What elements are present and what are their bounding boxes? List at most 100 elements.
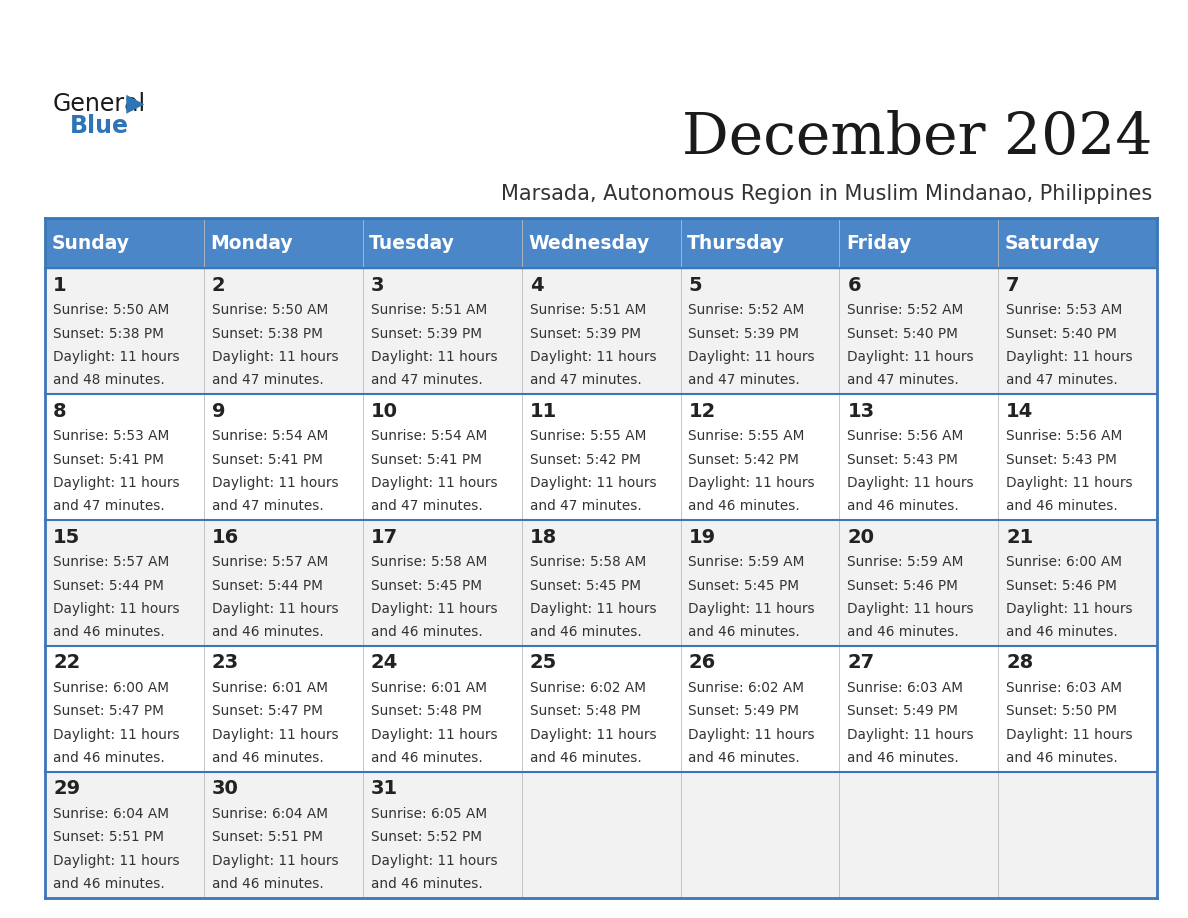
Bar [362, 218, 522, 268]
Text: Blue: Blue [70, 114, 129, 138]
Text: Sunrise: 5:52 AM: Sunrise: 5:52 AM [689, 303, 804, 318]
Text: 23: 23 [211, 654, 239, 673]
Text: Sunrise: 6:04 AM: Sunrise: 6:04 AM [53, 807, 169, 821]
Text: Sunset: 5:38 PM: Sunset: 5:38 PM [53, 327, 164, 341]
Text: Tuesday: Tuesday [369, 234, 455, 252]
Text: Sunset: 5:51 PM: Sunset: 5:51 PM [53, 831, 164, 845]
Text: 1: 1 [53, 275, 67, 295]
Text: Daylight: 11 hours: Daylight: 11 hours [689, 350, 815, 364]
Text: 19: 19 [689, 528, 715, 546]
Text: and 46 minutes.: and 46 minutes. [847, 625, 959, 639]
Text: and 47 minutes.: and 47 minutes. [211, 374, 323, 387]
Text: and 47 minutes.: and 47 minutes. [847, 374, 959, 387]
Text: and 46 minutes.: and 46 minutes. [53, 625, 165, 639]
Text: Sunset: 5:40 PM: Sunset: 5:40 PM [847, 327, 959, 341]
Text: Sunset: 5:43 PM: Sunset: 5:43 PM [847, 453, 959, 466]
Text: and 46 minutes.: and 46 minutes. [53, 751, 165, 765]
Bar [45, 772, 1157, 898]
Text: Daylight: 11 hours: Daylight: 11 hours [53, 602, 179, 616]
Text: Sunrise: 5:55 AM: Sunrise: 5:55 AM [689, 430, 805, 443]
Text: and 46 minutes.: and 46 minutes. [371, 625, 482, 639]
Text: and 46 minutes.: and 46 minutes. [530, 625, 642, 639]
Text: Sunrise: 5:57 AM: Sunrise: 5:57 AM [211, 555, 328, 569]
Bar [45, 268, 1157, 394]
Text: Daylight: 11 hours: Daylight: 11 hours [689, 602, 815, 616]
Text: Sunset: 5:48 PM: Sunset: 5:48 PM [530, 704, 640, 719]
Text: and 46 minutes.: and 46 minutes. [689, 751, 801, 765]
Text: 5: 5 [689, 275, 702, 295]
Text: Daylight: 11 hours: Daylight: 11 hours [53, 728, 179, 742]
Text: 31: 31 [371, 779, 398, 799]
Text: 28: 28 [1006, 654, 1034, 673]
Text: 24: 24 [371, 654, 398, 673]
Text: Sunset: 5:39 PM: Sunset: 5:39 PM [689, 327, 800, 341]
Text: Sunset: 5:41 PM: Sunset: 5:41 PM [211, 453, 323, 466]
Text: 2: 2 [211, 275, 226, 295]
Text: Sunset: 5:45 PM: Sunset: 5:45 PM [689, 578, 800, 592]
Text: 27: 27 [847, 654, 874, 673]
Text: 30: 30 [211, 779, 239, 799]
Text: and 46 minutes.: and 46 minutes. [689, 625, 801, 639]
Text: Sunset: 5:51 PM: Sunset: 5:51 PM [211, 831, 323, 845]
Text: and 47 minutes.: and 47 minutes. [371, 374, 482, 387]
Text: Daylight: 11 hours: Daylight: 11 hours [211, 350, 339, 364]
Bar [681, 218, 840, 268]
Text: Sunset: 5:46 PM: Sunset: 5:46 PM [1006, 578, 1117, 592]
Text: Sunset: 5:42 PM: Sunset: 5:42 PM [689, 453, 800, 466]
Text: Daylight: 11 hours: Daylight: 11 hours [689, 728, 815, 742]
Text: Sunrise: 5:58 AM: Sunrise: 5:58 AM [530, 555, 646, 569]
Text: Sunrise: 5:51 AM: Sunrise: 5:51 AM [371, 303, 487, 318]
Text: 26: 26 [689, 654, 715, 673]
Text: and 46 minutes.: and 46 minutes. [53, 877, 165, 891]
Text: Sunrise: 6:00 AM: Sunrise: 6:00 AM [1006, 555, 1123, 569]
Text: Sunset: 5:47 PM: Sunset: 5:47 PM [211, 704, 323, 719]
Text: 3: 3 [371, 275, 384, 295]
Text: General: General [52, 92, 145, 116]
Text: Sunrise: 6:05 AM: Sunrise: 6:05 AM [371, 807, 487, 821]
Text: and 47 minutes.: and 47 minutes. [530, 374, 642, 387]
Text: 17: 17 [371, 528, 398, 546]
Text: Daylight: 11 hours: Daylight: 11 hours [847, 602, 974, 616]
Text: 22: 22 [53, 654, 81, 673]
Text: and 47 minutes.: and 47 minutes. [53, 499, 165, 513]
Text: Sunrise: 5:59 AM: Sunrise: 5:59 AM [847, 555, 963, 569]
Text: 29: 29 [53, 779, 81, 799]
Text: Sunset: 5:39 PM: Sunset: 5:39 PM [530, 327, 640, 341]
Text: and 46 minutes.: and 46 minutes. [211, 751, 323, 765]
Text: Daylight: 11 hours: Daylight: 11 hours [530, 602, 656, 616]
Text: Sunrise: 5:56 AM: Sunrise: 5:56 AM [1006, 430, 1123, 443]
Text: Daylight: 11 hours: Daylight: 11 hours [211, 476, 339, 490]
Text: and 47 minutes.: and 47 minutes. [530, 499, 642, 513]
Text: 18: 18 [530, 528, 557, 546]
Polygon shape [126, 95, 144, 114]
Text: Saturday: Saturday [1005, 234, 1100, 252]
Text: Daylight: 11 hours: Daylight: 11 hours [371, 728, 498, 742]
Text: Daylight: 11 hours: Daylight: 11 hours [53, 350, 179, 364]
Text: Friday: Friday [846, 234, 911, 252]
Text: and 46 minutes.: and 46 minutes. [689, 499, 801, 513]
Text: Daylight: 11 hours: Daylight: 11 hours [847, 350, 974, 364]
Text: Thursday: Thursday [687, 234, 785, 252]
Text: Sunrise: 6:00 AM: Sunrise: 6:00 AM [53, 681, 169, 695]
Text: Daylight: 11 hours: Daylight: 11 hours [371, 476, 498, 490]
Text: Daylight: 11 hours: Daylight: 11 hours [1006, 602, 1133, 616]
Text: Daylight: 11 hours: Daylight: 11 hours [371, 602, 498, 616]
Text: Sunset: 5:39 PM: Sunset: 5:39 PM [371, 327, 482, 341]
Text: Sunrise: 5:50 AM: Sunrise: 5:50 AM [211, 303, 328, 318]
Text: Monday: Monday [210, 234, 293, 252]
Text: Daylight: 11 hours: Daylight: 11 hours [530, 476, 656, 490]
Text: Sunrise: 5:59 AM: Sunrise: 5:59 AM [689, 555, 805, 569]
Text: Daylight: 11 hours: Daylight: 11 hours [1006, 476, 1133, 490]
Text: and 47 minutes.: and 47 minutes. [689, 374, 801, 387]
Bar [45, 218, 204, 268]
Text: Sunrise: 6:03 AM: Sunrise: 6:03 AM [1006, 681, 1123, 695]
Text: 13: 13 [847, 401, 874, 420]
Text: Sunset: 5:43 PM: Sunset: 5:43 PM [1006, 453, 1117, 466]
Text: Sunrise: 5:56 AM: Sunrise: 5:56 AM [847, 430, 963, 443]
Bar [840, 218, 998, 268]
Text: Sunset: 5:49 PM: Sunset: 5:49 PM [689, 704, 800, 719]
Text: Sunset: 5:45 PM: Sunset: 5:45 PM [371, 578, 482, 592]
Text: and 46 minutes.: and 46 minutes. [1006, 625, 1118, 639]
Text: Sunrise: 5:57 AM: Sunrise: 5:57 AM [53, 555, 170, 569]
Text: and 48 minutes.: and 48 minutes. [53, 374, 165, 387]
